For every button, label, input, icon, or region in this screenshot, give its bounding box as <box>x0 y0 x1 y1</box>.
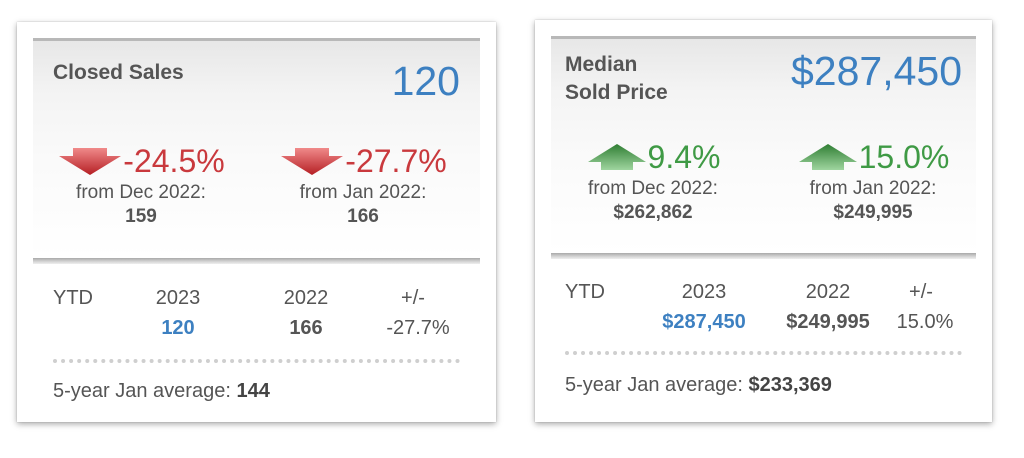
closed-sales-ytd-col-current: 2023 <box>155 287 201 309</box>
median-price-ytd-col-current: 2023 <box>681 281 727 303</box>
median-price-ytd-col-diff: +/- <box>909 281 933 303</box>
median-price-ytd-val-prior: $249,995 <box>786 311 870 333</box>
closed-sales-ytd-val-diff: -27.7% <box>386 317 450 339</box>
median-price-change-month: 9.4% from Dec 2022: $262,862 <box>553 137 753 225</box>
median-price-title-line1: Median <box>565 53 638 76</box>
median-price-summary <box>551 39 976 254</box>
closed-sales-dotted-separator <box>53 359 460 363</box>
closed-sales-change-year-value: 166 <box>347 206 379 227</box>
median-price-divider <box>551 253 976 259</box>
median-price-ytd-val-diff: 15.0% <box>896 311 954 333</box>
closed-sales-ytd-col-prior: 2022 <box>283 287 329 309</box>
closed-sales-change-month-value: 159 <box>125 206 157 227</box>
median-price-avg-label: 5-year Jan average: <box>565 374 743 396</box>
closed-sales-value: 120 <box>391 58 460 104</box>
closed-sales-ytd-val-prior: 166 <box>289 317 323 339</box>
closed-sales-change-year-label: from Jan 2022: <box>299 182 427 203</box>
closed-sales-ytd-val-current: 120 <box>161 317 195 339</box>
median-price-value: $287,450 <box>790 48 962 94</box>
median-price-card: Median Sold Price $287,450 9.4% from Dec… <box>535 20 992 422</box>
median-price-change-month-label: from Dec 2022: <box>588 178 718 199</box>
closed-sales-change-month-pct: -24.5% <box>123 143 225 179</box>
median-price-change-year: 15.0% from Jan 2022: $249,995 <box>773 137 973 225</box>
down-arrow-icon <box>59 148 122 175</box>
closed-sales-change-year-pct: -27.7% <box>345 143 447 179</box>
closed-sales-five-year-average: 5-year Jan average: 144 <box>53 377 270 405</box>
median-price-dotted-separator <box>565 351 962 355</box>
closed-sales-panel: Closed Sales 120 -24.5% from Dec 2022: 1… <box>33 38 480 410</box>
median-price-panel: Median Sold Price $287,450 9.4% from Dec… <box>551 36 976 410</box>
closed-sales-avg-label: 5-year Jan average: <box>53 380 231 402</box>
median-price-change-month-pct: 9.4% <box>647 139 721 175</box>
median-price-title-line2: Sold Price <box>565 81 668 104</box>
closed-sales-change-year: -27.7% from Jan 2022: 166 <box>263 141 463 229</box>
down-arrow-icon <box>281 148 344 175</box>
median-price-ytd-label: YTD <box>565 281 605 303</box>
closed-sales-change-month-label: from Dec 2022: <box>76 182 206 203</box>
median-price-ytd-val-current: $287,450 <box>662 311 746 333</box>
closed-sales-summary <box>33 41 480 259</box>
closed-sales-avg-value: 144 <box>236 380 270 402</box>
closed-sales-divider <box>33 258 480 264</box>
up-arrow-icon <box>798 144 857 170</box>
closed-sales-title: Closed Sales <box>53 61 184 84</box>
median-price-avg-value: $233,369 <box>748 374 832 396</box>
median-price-change-year-label: from Jan 2022: <box>809 178 937 199</box>
median-price-five-year-average: 5-year Jan average: $233,369 <box>565 371 832 399</box>
median-price-change-year-value: $249,995 <box>833 202 913 223</box>
median-price-change-month-value: $262,862 <box>613 202 693 223</box>
closed-sales-card: Closed Sales 120 -24.5% from Dec 2022: 1… <box>17 22 496 422</box>
median-price-ytd-col-prior: 2022 <box>805 281 851 303</box>
closed-sales-ytd-label: YTD <box>53 287 93 309</box>
up-arrow-icon <box>587 144 646 170</box>
closed-sales-ytd-col-diff: +/- <box>401 287 425 309</box>
median-price-title: Median Sold Price <box>565 51 668 107</box>
closed-sales-change-month: -24.5% from Dec 2022: 159 <box>41 141 241 229</box>
median-price-change-year-pct: 15.0% <box>858 139 950 175</box>
